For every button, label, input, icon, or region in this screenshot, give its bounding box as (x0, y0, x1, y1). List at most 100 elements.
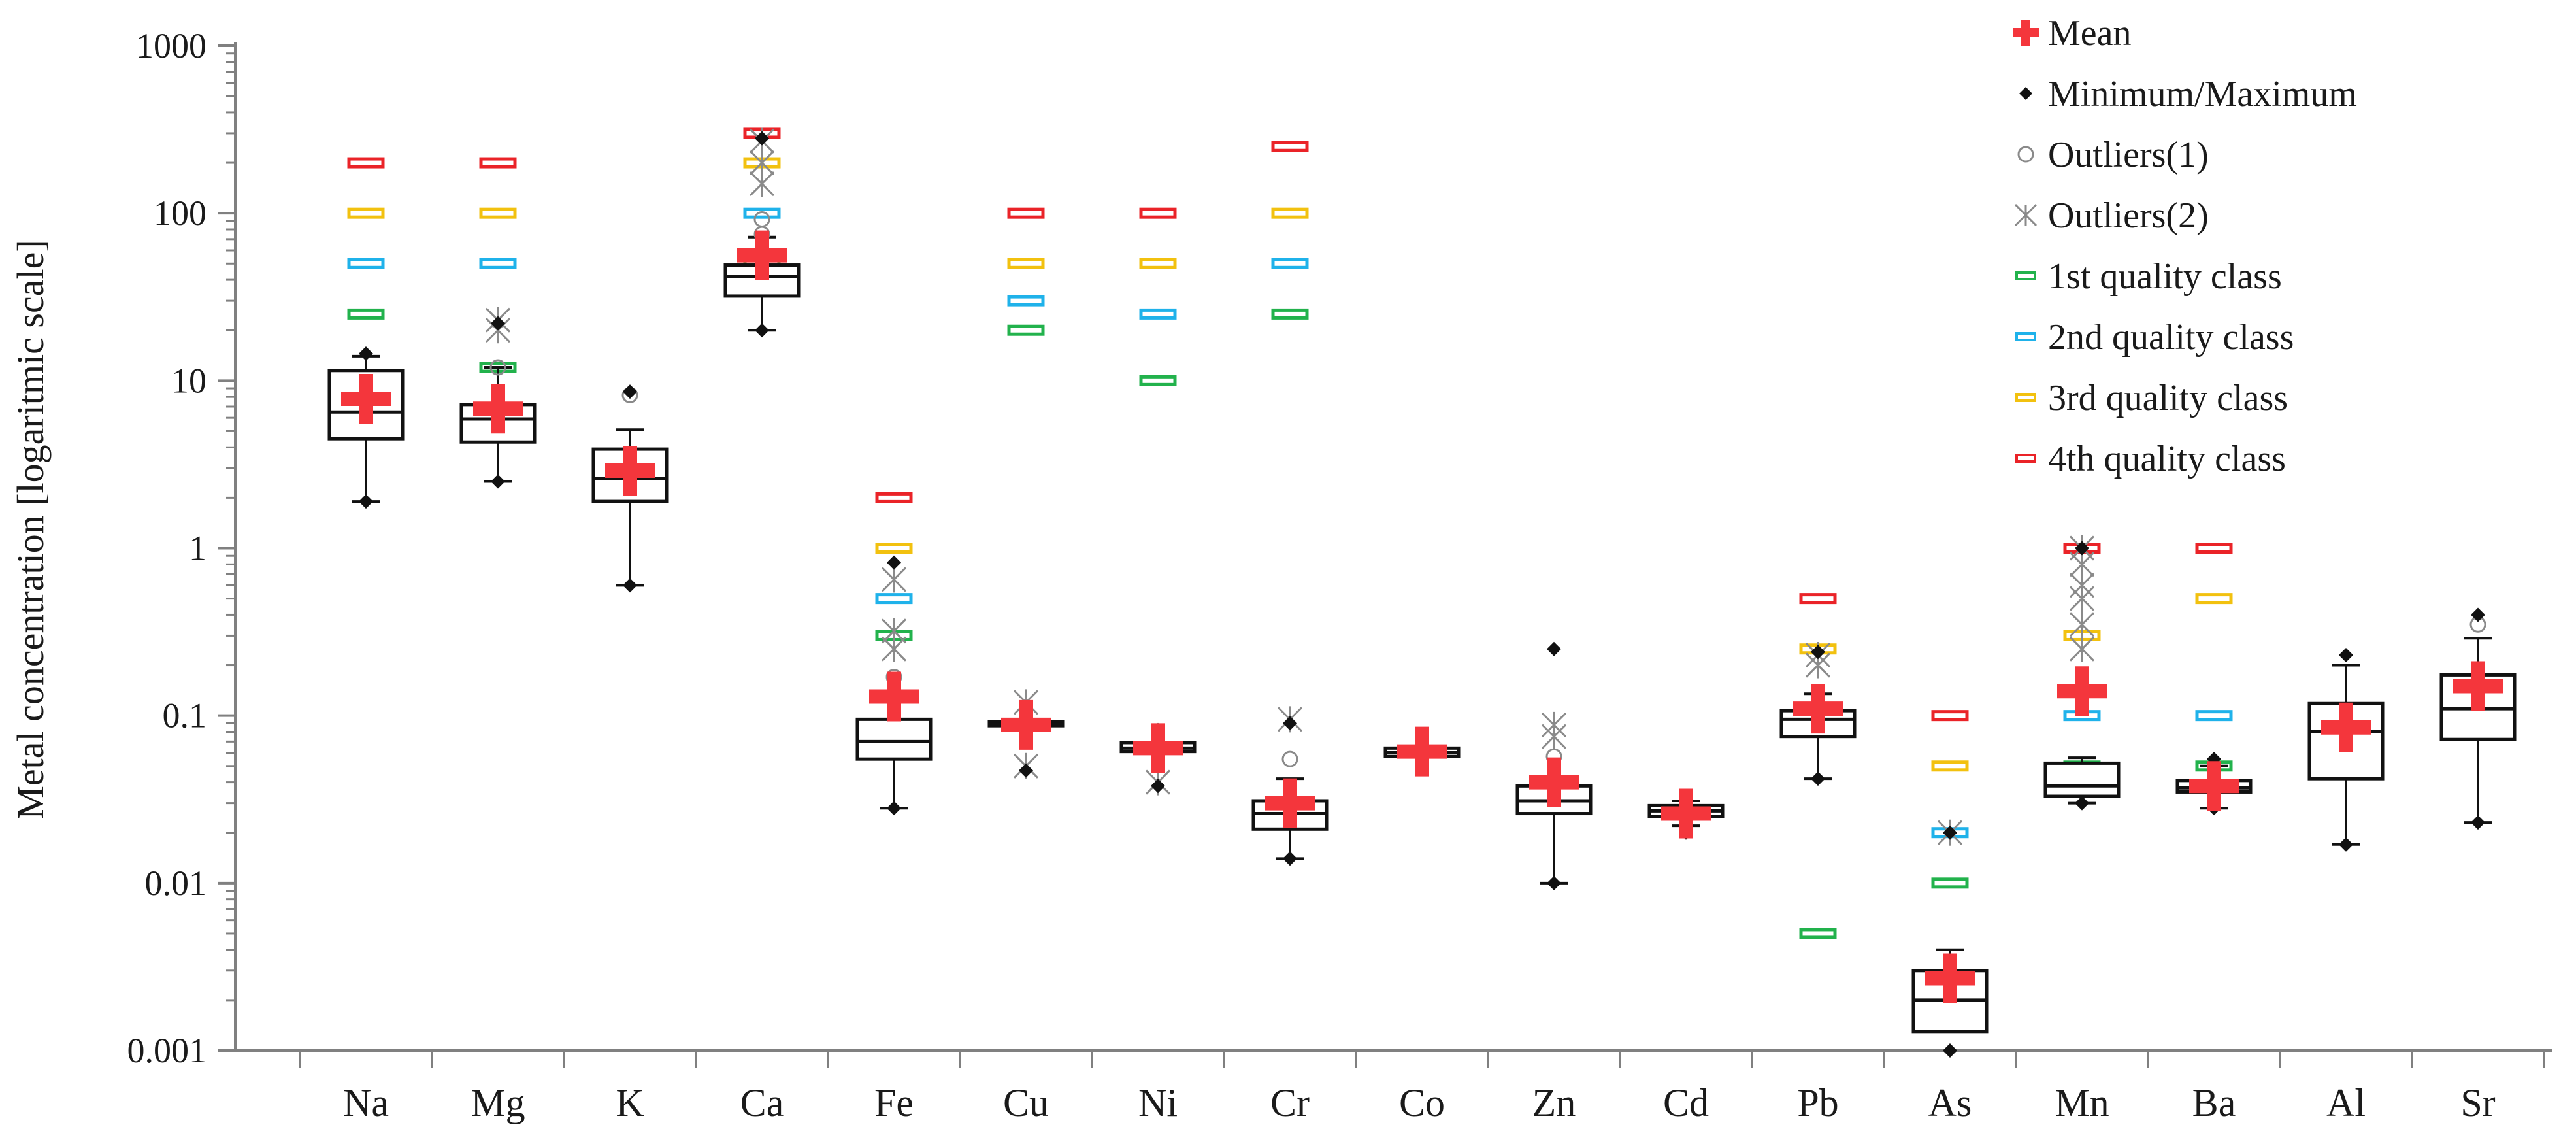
mean-point (1661, 788, 1711, 839)
y-tick-label: 10 (171, 361, 206, 400)
x-tick-label: Cr (1270, 1081, 1310, 1124)
quality-class-2 (347, 258, 385, 269)
markers-fe (869, 555, 919, 816)
maximum-point (2339, 648, 2353, 663)
mean-point (1265, 778, 1315, 828)
maximum-point (1943, 825, 1957, 840)
x-tick-label: Na (343, 1081, 389, 1124)
x-tick-label: Al (2326, 1081, 2366, 1124)
mean-point (1001, 699, 1051, 750)
mean-point (2453, 661, 2503, 711)
markers-cd (1661, 788, 1711, 840)
quality-class-4 (479, 157, 517, 169)
minimum-point (491, 474, 505, 489)
markers-k (605, 384, 655, 593)
minimum-point (359, 494, 373, 509)
markers-ni (1133, 722, 1183, 796)
y-tick-label: 1 (189, 529, 206, 568)
quality-classes-ba (2195, 543, 2233, 772)
quality-class-2 (743, 207, 781, 219)
quality-class-3 (1007, 258, 1045, 269)
quality-classes-ni (1139, 207, 1177, 386)
minimum-point (1943, 1043, 1957, 1058)
minimum-point (1283, 851, 1297, 866)
quality-class-3 (479, 207, 517, 219)
legend-quality-marker (2015, 332, 2036, 341)
mean-point (1925, 953, 1975, 1003)
legend-label: Outliers(2) (2048, 195, 2209, 236)
mean-point (2057, 666, 2107, 716)
legend-quality-marker (2015, 393, 2036, 402)
markers-as (1925, 819, 1975, 1058)
data-markers (341, 127, 2503, 1058)
legend-outlier1-marker (2017, 146, 2034, 163)
mean-point (473, 384, 523, 434)
y-axis-title: Metal concentration [logaritmic scale] (9, 239, 52, 819)
quality-class-2 (1139, 308, 1177, 320)
quality-classes-mg (479, 157, 517, 373)
iqr-box (855, 717, 933, 761)
box-al (2307, 664, 2385, 846)
minimum-point (755, 323, 769, 338)
outlier-2-point (2069, 635, 2095, 662)
quality-class-1 (1931, 877, 1969, 889)
legend-item-minmax: Minimum/Maximum (2019, 74, 2357, 114)
minimum-point (1811, 771, 1825, 786)
minimum-point (1019, 763, 1033, 778)
y-tick-label: 0.1 (163, 696, 207, 735)
markers-zn (1529, 641, 1579, 890)
x-tick-label: Pb (1797, 1081, 1838, 1124)
quality-class-2 (2195, 710, 2233, 722)
mean-point (1529, 757, 1579, 807)
maximum-point (623, 384, 637, 399)
mean-point (1133, 723, 1183, 773)
quality-class-2 (1271, 258, 1309, 269)
quality-class-4 (347, 157, 385, 169)
minimum-point (2471, 815, 2485, 830)
quality-class-1 (347, 308, 385, 320)
quality-class-2 (1007, 295, 1045, 307)
quality-classes-fe (875, 492, 913, 641)
outlier-1-point (489, 359, 506, 376)
quality-class-1 (1271, 308, 1309, 320)
legend-item-q3: 3rd quality class (2015, 378, 2288, 418)
minimum-point (887, 801, 901, 816)
outlier-1-point (1281, 750, 1298, 767)
markers-cr (1265, 706, 1315, 866)
y-tick-label: 1000 (136, 26, 206, 65)
maximum-point (755, 131, 769, 146)
x-tick-label: As (1928, 1081, 1972, 1124)
legend-label: Outliers(1) (2048, 135, 2209, 175)
minimum-point (1547, 875, 1561, 890)
quality-class-2 (875, 593, 913, 605)
legend-item-out1: Outliers(1) (2017, 135, 2209, 175)
quality-classes-cr (1271, 141, 1309, 320)
legend-item-q1: 1st quality class (2015, 256, 2282, 297)
maximum-point (359, 346, 373, 361)
legend-label: 4th quality class (2048, 439, 2286, 479)
x-tick-label: K (616, 1081, 644, 1124)
maximum-point (2471, 607, 2485, 622)
quality-class-4 (1931, 710, 1969, 722)
quality-class-3 (875, 543, 913, 554)
legend-quality-marker (2015, 454, 2036, 463)
markers-na (341, 346, 391, 509)
x-tick-label: Mn (2055, 1081, 2109, 1124)
legend-quality-marker (2015, 271, 2036, 280)
quality-classes-na (347, 157, 385, 320)
quality-class-3 (2195, 593, 2233, 605)
legend-label: 1st quality class (2048, 256, 2282, 297)
quality-class-4 (1271, 141, 1309, 152)
legend-mean-marker (2013, 20, 2039, 46)
quality-class-1 (1799, 928, 1837, 939)
x-tick-label: Mg (471, 1081, 525, 1124)
quality-class-3 (347, 207, 385, 219)
x-tick-label: Fe (874, 1081, 914, 1124)
quality-classes-cu (1007, 207, 1045, 336)
minimum-point (2339, 837, 2353, 852)
quality-class-4 (1007, 207, 1045, 219)
legend-label: 2nd quality class (2048, 317, 2294, 358)
legend-item-mean: Mean (2013, 13, 2132, 54)
quality-classes-as (1931, 710, 1969, 889)
